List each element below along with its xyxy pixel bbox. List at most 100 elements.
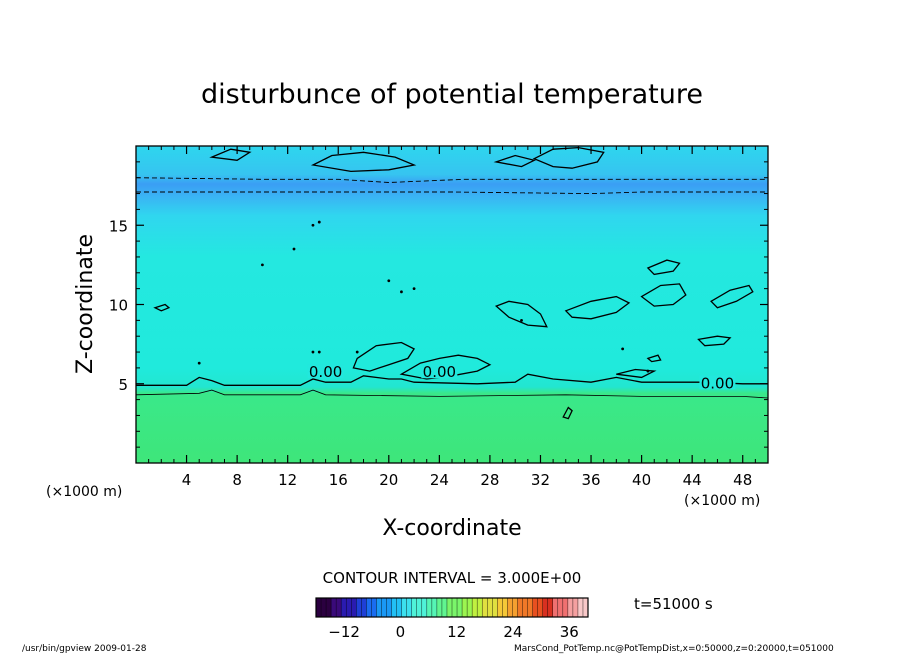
x-unit-left: (×1000 m) bbox=[46, 484, 122, 500]
contour-dot bbox=[355, 350, 359, 354]
x-tick-label: 44 bbox=[683, 471, 702, 489]
colorbar-cell bbox=[492, 598, 498, 617]
colorbar-cell bbox=[472, 598, 478, 617]
colorbar-cell bbox=[582, 598, 589, 617]
colorbar-cell bbox=[532, 598, 539, 617]
x-tick-label: 48 bbox=[733, 471, 752, 489]
contour-label: 0.00 bbox=[309, 363, 342, 381]
colorbar-tick-label: −12 bbox=[328, 623, 360, 641]
colorbar-cell bbox=[341, 598, 347, 617]
y-axis-label: Z-coordinate bbox=[73, 234, 98, 374]
contour-dot bbox=[197, 361, 201, 365]
colorbar bbox=[315, 597, 589, 618]
colorbar-cell bbox=[371, 598, 377, 617]
colorbar-cell bbox=[457, 598, 463, 617]
colorbar-cell bbox=[426, 598, 433, 617]
x-tick-label: 32 bbox=[531, 471, 550, 489]
chart-title: disturbunce of potential temperature bbox=[201, 79, 703, 110]
footer-right: MarsCond_PotTemp.nc@PotTempDist,x=0:5000… bbox=[514, 644, 834, 654]
colorbar-cell bbox=[376, 598, 382, 617]
contour-dot bbox=[292, 247, 296, 251]
colorbar-cell bbox=[497, 598, 503, 617]
x-tick-label: 12 bbox=[278, 471, 297, 489]
colorbar-cell bbox=[446, 598, 453, 617]
contour-closed bbox=[646, 259, 681, 276]
x-axis-label: X-coordinate bbox=[382, 516, 521, 541]
colorbar-cell bbox=[336, 598, 342, 617]
colorbar-cell bbox=[452, 598, 458, 617]
contour-dot bbox=[261, 263, 264, 267]
contour-closed bbox=[493, 154, 537, 168]
field-background bbox=[136, 146, 768, 463]
contour-dashed bbox=[135, 177, 768, 183]
colorbar-cell bbox=[562, 598, 569, 617]
colorbar-cell bbox=[361, 598, 367, 617]
x-tick-label: 24 bbox=[430, 471, 449, 489]
contour-closed bbox=[532, 146, 605, 169]
colorbar-cell bbox=[356, 598, 362, 617]
colorbar-cell bbox=[577, 598, 584, 617]
contour-closed bbox=[640, 283, 687, 307]
colorbar-cell bbox=[512, 598, 518, 617]
contour-dot bbox=[387, 279, 391, 283]
contour-dot bbox=[621, 347, 625, 351]
colorbar-cell bbox=[396, 598, 403, 617]
colorbar-cell bbox=[542, 598, 549, 617]
time-label: t=51000 s bbox=[634, 595, 713, 613]
colorbar-cell bbox=[411, 598, 418, 617]
colorbar-cell bbox=[381, 598, 388, 617]
colorbar-cell bbox=[557, 598, 564, 617]
contour-closed bbox=[494, 300, 548, 328]
colorbar-cell bbox=[326, 598, 332, 617]
colorbar-tick-label: 12 bbox=[447, 623, 466, 641]
contour-dot bbox=[412, 287, 416, 291]
colorbar-cell bbox=[416, 598, 423, 617]
colorbar-cell bbox=[537, 598, 544, 617]
x-axis-ticks: 4 8 12 16 20 24 28 32 36 40 44 48 bbox=[148, 146, 756, 489]
colorbar-tick-label: 0 bbox=[396, 623, 406, 641]
colorbar-cell bbox=[331, 598, 337, 617]
colorbar-cell bbox=[386, 598, 393, 617]
colorbar-cell bbox=[321, 598, 327, 617]
contour-closed bbox=[153, 303, 171, 312]
contour-label-bg bbox=[421, 364, 458, 379]
x-tick-label: 8 bbox=[232, 471, 242, 489]
contour-label-bg bbox=[699, 375, 736, 390]
y-tick-label: 10 bbox=[109, 297, 128, 315]
x-tick-label: 20 bbox=[379, 471, 398, 489]
contour-closed bbox=[616, 368, 657, 379]
colorbar-ticks: −12 0 12 24 36 bbox=[328, 623, 578, 641]
y-tick-label: 5 bbox=[118, 376, 128, 394]
colorbar-cell bbox=[406, 598, 413, 617]
footer-left: /usr/bin/gpview 2009-01-28 bbox=[22, 644, 147, 654]
contour-label: 0.00 bbox=[701, 374, 734, 392]
colorbar-cell bbox=[391, 598, 398, 617]
x-tick-label: 16 bbox=[329, 471, 348, 489]
colorbar-cell bbox=[517, 598, 524, 617]
y-axis-ticks: 5 10 15 bbox=[109, 161, 768, 448]
contour-closed bbox=[352, 341, 416, 372]
contour-closed bbox=[564, 295, 631, 320]
colorbar-cell bbox=[507, 598, 513, 617]
colorbar-cell bbox=[487, 598, 493, 617]
colorbar-cell bbox=[441, 598, 448, 617]
contour-label: 0.00 bbox=[423, 363, 456, 381]
colorbar-tick-label: 24 bbox=[503, 623, 522, 641]
contour-dot bbox=[317, 220, 321, 224]
colorbar-cell bbox=[552, 598, 559, 617]
contour-dot bbox=[317, 350, 321, 354]
x-tick-label: 4 bbox=[182, 471, 192, 489]
colorbar-cell bbox=[351, 598, 357, 617]
colorbar-cell bbox=[527, 598, 534, 617]
contour-dot bbox=[520, 318, 523, 322]
colorbar-cell bbox=[567, 598, 574, 617]
contour-closed bbox=[310, 151, 417, 173]
contour-closed bbox=[697, 335, 732, 347]
x-tick-label: 28 bbox=[480, 471, 499, 489]
contour-closed bbox=[562, 406, 573, 420]
colorbar-frame bbox=[315, 597, 589, 618]
colorbar-cell bbox=[401, 598, 408, 617]
contour-ground bbox=[135, 389, 769, 399]
contour-zero bbox=[136, 373, 768, 386]
